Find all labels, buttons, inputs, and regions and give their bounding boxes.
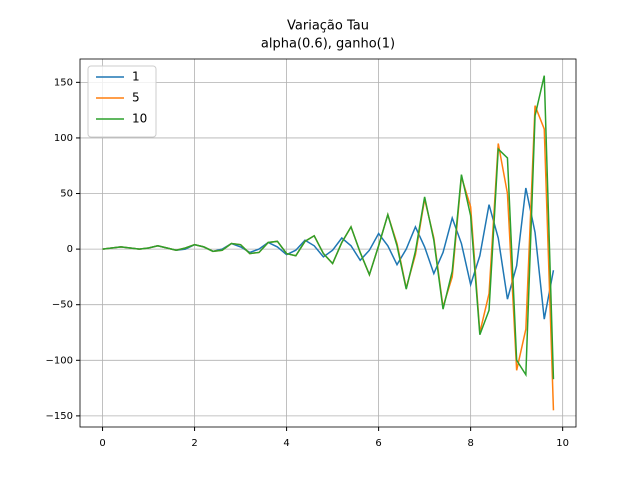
- y-tick-label: 150: [54, 77, 73, 88]
- y-tick-label: −100: [46, 355, 73, 366]
- y-tick-label: 50: [60, 189, 73, 200]
- x-tick-label: 0: [99, 438, 105, 449]
- x-tick-label: 6: [375, 438, 381, 449]
- y-tick-label: 0: [67, 244, 73, 255]
- y-tick-label: −150: [46, 411, 73, 422]
- series-line: [102, 187, 555, 320]
- legend-label: 1: [132, 70, 140, 84]
- legend-label: 5: [132, 91, 140, 105]
- y-tick-label: 100: [54, 133, 73, 144]
- legend-label: 10: [132, 112, 147, 126]
- x-tick-label: 4: [283, 438, 289, 449]
- chart-subtitle: alpha(0.6), ganho(1): [261, 37, 395, 52]
- x-tick-label: 10: [556, 438, 569, 449]
- y-tick-label: −50: [52, 300, 73, 311]
- x-tick-label: 2: [191, 438, 197, 449]
- series-line: [102, 75, 555, 380]
- x-tick-label: 8: [467, 438, 473, 449]
- axes-frame: [79, 58, 577, 428]
- chart-title: Variação Tau: [287, 19, 369, 34]
